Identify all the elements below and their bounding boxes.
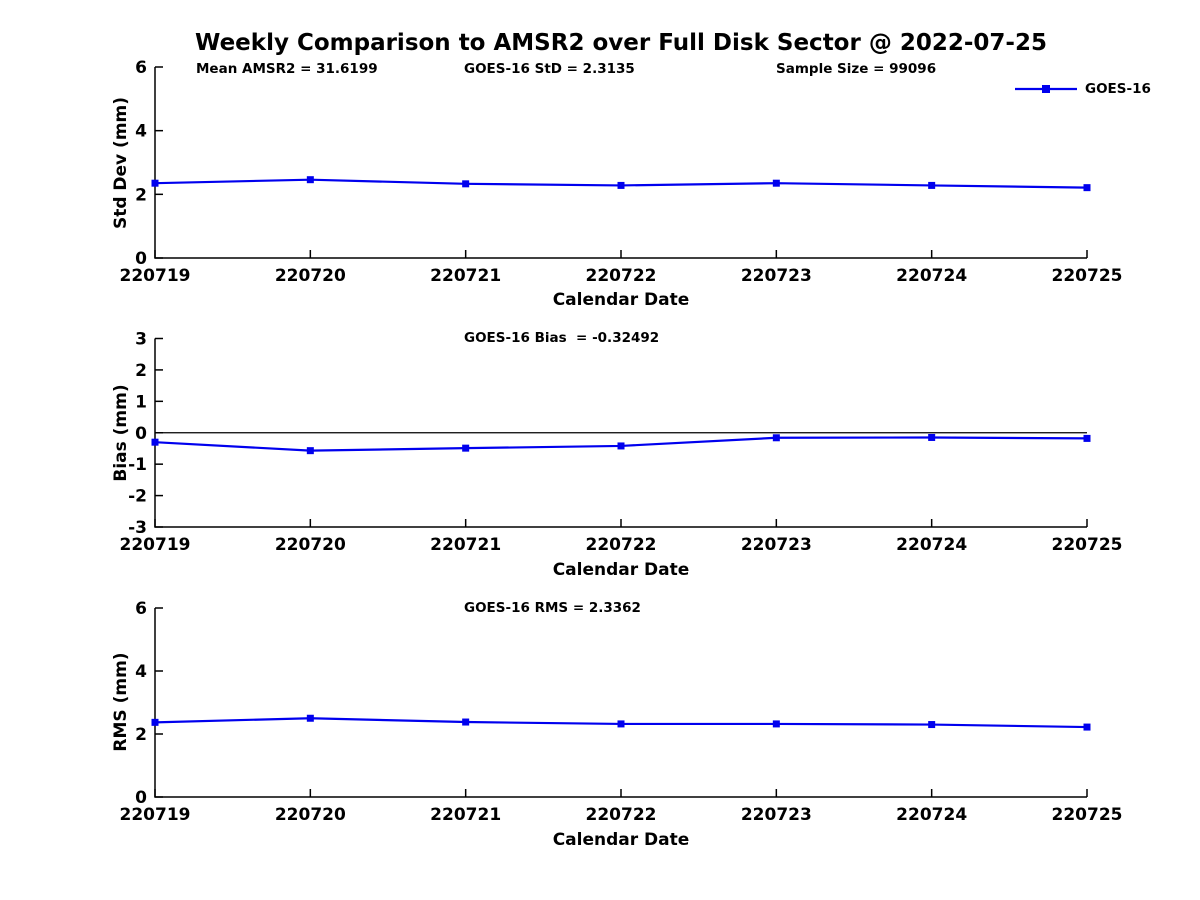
bias-y-tick-label: 2 xyxy=(135,361,147,381)
stddev-y-tick-label: 2 xyxy=(135,185,147,205)
rms-data-point-marker xyxy=(1083,723,1091,731)
rms-data-point-marker xyxy=(462,718,470,726)
stddev-data-point-marker xyxy=(772,179,780,187)
rms-y-tick-label: 6 xyxy=(135,599,147,619)
bias-data-point-marker xyxy=(151,438,159,446)
stddev-x-tick-label: 220723 xyxy=(741,266,812,286)
bias-x-tick-label: 220724 xyxy=(896,535,967,555)
stddev-data-point-marker xyxy=(306,176,314,184)
stddev-x-tick-label: 220725 xyxy=(1052,266,1123,286)
bias-x-tick-label: 220719 xyxy=(120,535,191,555)
bias-x-tick-label: 220723 xyxy=(741,535,812,555)
rms-data-point-marker xyxy=(928,721,936,729)
bias-data-point-marker xyxy=(462,444,470,452)
legend-line-sample xyxy=(1015,85,1077,93)
rms-y-tick-label: 4 xyxy=(135,662,147,682)
rms-x-tick-label: 220720 xyxy=(275,805,346,825)
rms-y-tick-label: 0 xyxy=(135,788,147,808)
rms-x-axis-label: Calendar Date xyxy=(552,830,690,850)
rms-data-point-marker xyxy=(151,718,159,726)
bias-x-tick-label: 220722 xyxy=(586,535,657,555)
bias-data-point-marker xyxy=(617,442,625,450)
stddev-data-point-marker xyxy=(617,181,625,189)
stddev-x-tick-label: 220719 xyxy=(120,266,191,286)
rms-axes xyxy=(154,608,1087,798)
stat-mean-amsr2: Mean AMSR2 = 31.6199 xyxy=(196,61,378,77)
stddev-x-axis-label: Calendar Date xyxy=(552,290,690,310)
stddev-data-point-marker xyxy=(1083,184,1091,192)
stddev-y-axis-label: Std Dev (mm) xyxy=(111,96,131,230)
rms-data-point-marker xyxy=(772,720,780,728)
stat-sample-size: Sample Size = 99096 xyxy=(776,61,937,77)
bias-y-tick-label: -2 xyxy=(128,487,147,507)
bias-data-point-marker xyxy=(306,447,314,455)
legend-marker-icon xyxy=(1042,85,1050,93)
stddev-y-tick-label: 0 xyxy=(135,249,147,269)
stat-goes16-rms: GOES-16 RMS = 2.3362 xyxy=(464,600,641,616)
stddev-y-tick-label: 6 xyxy=(135,58,147,78)
rms-x-tick-label: 220719 xyxy=(120,805,191,825)
legend: GOES-16 xyxy=(1014,81,1151,97)
bias-y-tick-label: 3 xyxy=(135,330,147,350)
rms-y-tick-label: 2 xyxy=(135,725,147,745)
bias-x-tick-label: 220725 xyxy=(1052,535,1123,555)
legend-label: GOES-16 xyxy=(1085,81,1151,97)
bias-x-tick-label: 220720 xyxy=(275,535,346,555)
bias-data-point-marker xyxy=(1083,434,1091,442)
page-title: Weekly Comparison to AMSR2 over Full Dis… xyxy=(195,30,1047,56)
rms-x-tick-label: 220723 xyxy=(741,805,812,825)
bias-y-tick-label: -1 xyxy=(128,455,147,475)
bias-data-point-marker xyxy=(928,433,936,441)
rms-x-tick-label: 220722 xyxy=(586,805,657,825)
rms-x-tick-label: 220721 xyxy=(430,805,501,825)
bias-y-tick-label: -3 xyxy=(128,518,147,538)
stddev-x-tick-label: 220721 xyxy=(430,266,501,286)
rms-x-tick-label: 220725 xyxy=(1052,805,1123,825)
stddev-data-point-marker xyxy=(928,181,936,189)
rms-y-axis-label: RMS (mm) xyxy=(111,652,131,752)
stddev-data-point-marker xyxy=(462,180,470,188)
stddev-data-point-marker xyxy=(151,179,159,187)
bias-x-axis-label: Calendar Date xyxy=(552,560,690,580)
stddev-x-tick-label: 220720 xyxy=(275,266,346,286)
bias-x-tick-label: 220721 xyxy=(430,535,501,555)
bias-y-tick-label: 1 xyxy=(135,392,147,412)
stddev-x-tick-label: 220724 xyxy=(896,266,967,286)
bias-data-point-marker xyxy=(772,434,780,442)
stddev-x-tick-label: 220722 xyxy=(586,266,657,286)
rms-data-point-marker xyxy=(306,714,314,722)
stat-goes16-std: GOES-16 StD = 2.3135 xyxy=(464,61,635,77)
bias-y-axis-label: Bias (mm) xyxy=(111,384,131,482)
stddev-y-tick-label: 4 xyxy=(135,122,147,142)
rms-data-point-marker xyxy=(617,720,625,728)
stddev-axes xyxy=(154,67,1087,259)
rms-x-tick-label: 220724 xyxy=(896,805,967,825)
stat-goes16-bias: GOES-16 Bias = -0.32492 xyxy=(464,330,660,346)
bias-y-tick-label: 0 xyxy=(135,424,147,444)
